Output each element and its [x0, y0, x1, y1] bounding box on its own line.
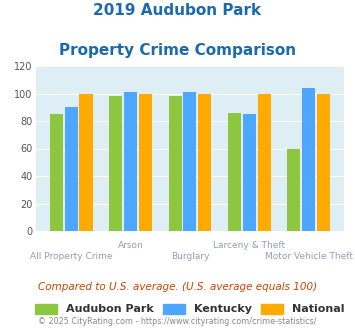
Text: Burglary: Burglary: [171, 252, 209, 261]
Bar: [109, 96, 122, 231]
Text: Larceny & Theft: Larceny & Theft: [213, 241, 285, 250]
Bar: [302, 88, 315, 231]
Text: Compared to U.S. average. (U.S. average equals 100): Compared to U.S. average. (U.S. average …: [38, 282, 317, 292]
Bar: [124, 92, 137, 231]
Text: Property Crime Comparison: Property Crime Comparison: [59, 43, 296, 58]
Bar: [169, 96, 182, 231]
Text: 2019 Audubon Park: 2019 Audubon Park: [93, 3, 262, 18]
Bar: [287, 148, 300, 231]
Bar: [65, 107, 78, 231]
Text: All Property Crime: All Property Crime: [30, 252, 113, 261]
Text: © 2025 CityRating.com - https://www.cityrating.com/crime-statistics/: © 2025 CityRating.com - https://www.city…: [38, 317, 317, 326]
Bar: [317, 93, 330, 231]
Text: Motor Vehicle Theft: Motor Vehicle Theft: [265, 252, 353, 261]
Bar: [184, 92, 196, 231]
Bar: [258, 93, 271, 231]
Bar: [228, 113, 241, 231]
Bar: [139, 93, 152, 231]
Bar: [243, 114, 256, 231]
Bar: [50, 114, 63, 231]
Bar: [198, 93, 211, 231]
Text: Arson: Arson: [118, 241, 143, 250]
Legend: Audubon Park, Kentucky, National: Audubon Park, Kentucky, National: [31, 299, 349, 319]
Bar: [80, 93, 93, 231]
